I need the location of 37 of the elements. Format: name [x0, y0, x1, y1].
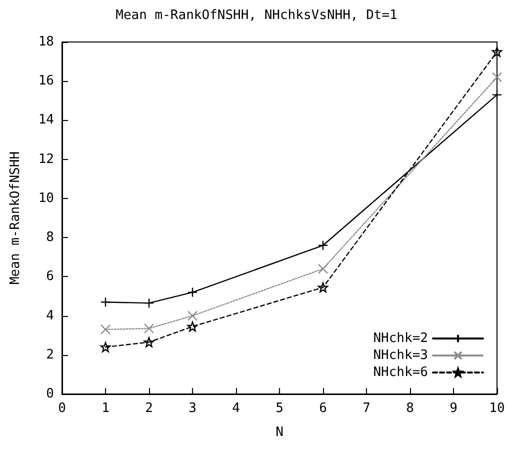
y-axis-title: Mean m-RankOfNSHH — [8, 151, 23, 285]
x-tick-label: 1 — [102, 401, 110, 416]
point — [318, 282, 328, 293]
x-tick-label: 9 — [450, 401, 458, 416]
point — [100, 324, 111, 335]
point — [187, 321, 198, 332]
x-tick-label: 4 — [232, 401, 240, 416]
y-tick-label: 16 — [38, 74, 54, 89]
legend-label: NHchk=6 — [373, 365, 428, 380]
y-tick-label: 8 — [46, 230, 54, 246]
legend-label: NHchk=3 — [373, 348, 428, 363]
y-tick-label: 2 — [46, 347, 54, 362]
point — [187, 310, 198, 321]
chart-title: Mean m-RankOfNSHH, NHchksVsNHH, Dt=1 — [116, 8, 398, 23]
x-tick-label: 10 — [489, 401, 505, 416]
y-tick-label: 6 — [46, 269, 54, 284]
point — [100, 342, 111, 352]
y-tick-label: 18 — [38, 34, 54, 50]
x-tick-label: 7 — [362, 401, 370, 416]
y-tick-label: 10 — [38, 190, 54, 206]
y-tick-label: 0 — [46, 386, 54, 402]
x-axis-title: N — [276, 425, 284, 440]
x-tick-label: 5 — [276, 401, 284, 416]
y-tick-label: 12 — [38, 152, 54, 167]
x-tick-label: 8 — [406, 401, 414, 416]
legend-label: NHchk=2 — [373, 331, 428, 346]
point — [144, 337, 154, 348]
point — [144, 323, 154, 334]
x-tick-label: 2 — [145, 401, 153, 416]
point — [318, 264, 328, 274]
x-tick-label: 3 — [188, 401, 196, 416]
y-tick-label: 14 — [38, 112, 54, 128]
y-tick-label: 4 — [46, 308, 54, 324]
x-tick-label: 0 — [58, 401, 66, 416]
point — [492, 72, 502, 82]
x-tick-label: 6 — [319, 401, 327, 416]
point — [492, 46, 502, 57]
